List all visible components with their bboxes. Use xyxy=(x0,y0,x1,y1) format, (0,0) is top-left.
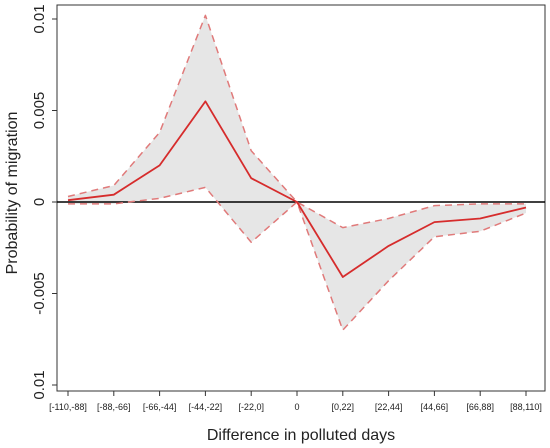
y-tick-label: 0.01 xyxy=(31,4,48,33)
x-tick-label: [22,44] xyxy=(375,402,403,412)
y-axis: 0.01 0.005 0 -0.005 0.01 xyxy=(31,4,57,400)
series-layer xyxy=(67,14,527,331)
y-tick-label: 0 xyxy=(31,198,48,206)
y-tick-label: 0.01 xyxy=(31,370,48,399)
x-tick-label: [0,22] xyxy=(332,402,355,412)
y-axis-title: Probability of migration xyxy=(4,112,21,275)
x-tick-label: [-88,-66] xyxy=(97,402,131,412)
x-tick-label: [-22,0] xyxy=(238,402,264,412)
x-tick-label: 0 xyxy=(294,402,299,412)
x-tick-label: [44,66] xyxy=(421,402,449,412)
confidence-band xyxy=(68,15,526,331)
x-axis: [-110,-88] [-88,-66] [-66,-44] [-44,-22] [-2… xyxy=(49,391,542,412)
x-tick-label: [88,110] xyxy=(510,402,542,412)
y-tick-label: -0.005 xyxy=(31,272,48,315)
confidence-band-layer xyxy=(68,15,526,331)
x-tick-label: [-66,-44] xyxy=(143,402,177,412)
x-tick-label: [-110,-88] xyxy=(49,402,87,412)
x-tick-label: [66,88] xyxy=(466,402,494,412)
estimate-line xyxy=(67,100,527,278)
lower-bound-line xyxy=(68,186,527,331)
x-axis-title: Difference in polluted days xyxy=(207,427,395,444)
upper-bound-line xyxy=(67,14,526,229)
x-tick-label: [-44,-22] xyxy=(189,402,223,412)
y-tick-label: 0.005 xyxy=(31,92,48,130)
